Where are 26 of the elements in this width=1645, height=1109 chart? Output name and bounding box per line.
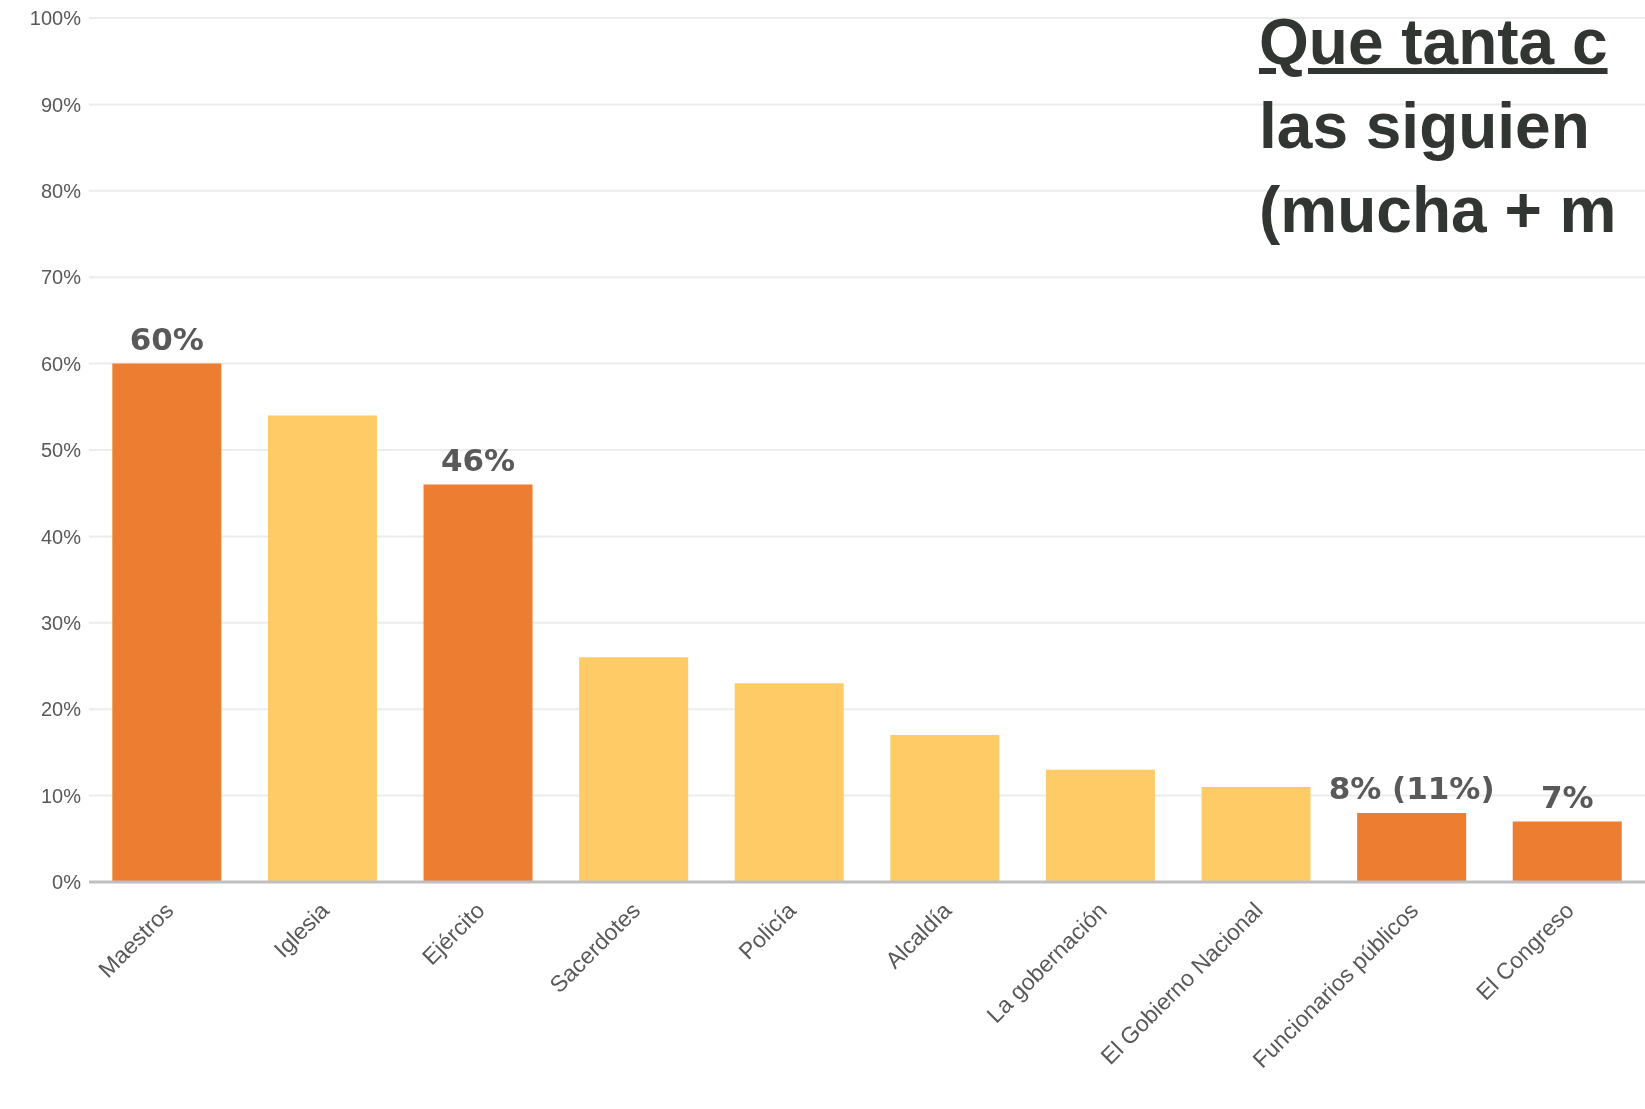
y-tick-label: 0% (52, 871, 82, 894)
y-tick-label: 30% (40, 611, 82, 634)
y-tick-label: 100% (29, 7, 82, 30)
bar (1045, 769, 1155, 882)
bar (423, 484, 533, 882)
y-tick-label: 70% (40, 266, 82, 289)
bar (1357, 812, 1467, 882)
y-tick-label: 10% (40, 784, 82, 807)
y-tick-label: 60% (40, 352, 82, 375)
data-label: 60% (129, 320, 204, 357)
bar (734, 683, 844, 882)
bar (890, 735, 1000, 882)
y-tick-label: 20% (40, 698, 82, 721)
bar (112, 363, 222, 882)
data-label: 8% (11%) (1328, 769, 1495, 806)
bar (579, 657, 689, 882)
text: Que tanta c las siguien (mucha + m (1259, 5, 1617, 248)
data-label: 46% (440, 441, 516, 478)
bar (267, 415, 377, 882)
y-tick-label: 50% (40, 439, 82, 462)
y-tick-label: 80% (40, 179, 82, 202)
bar (1512, 821, 1622, 882)
bar (1201, 786, 1311, 882)
y-tick-label: 90% (40, 93, 82, 116)
data-label: 7% (1540, 778, 1594, 815)
y-tick-label: 40% (40, 525, 82, 548)
